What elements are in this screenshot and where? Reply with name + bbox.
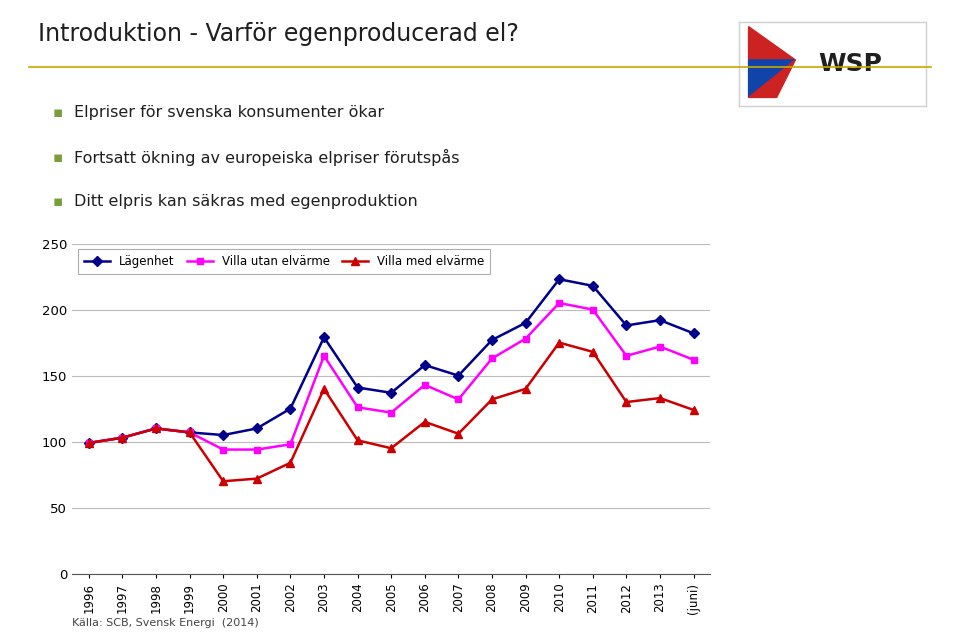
Text: Fortsatt ökning av europeiska elpriser förutspås: Fortsatt ökning av europeiska elpriser f… — [74, 149, 460, 165]
Text: WSP: WSP — [818, 52, 881, 76]
Villa med elvärme — [486, 395, 497, 403]
Line: Lägenhet: Lägenhet — [85, 276, 697, 446]
Lägenhet — [318, 333, 329, 341]
Villa utan elvärme — [318, 352, 329, 360]
Villa utan elvärme — [150, 424, 161, 432]
Lägenhet — [620, 322, 632, 329]
Villa utan elvärme — [385, 409, 397, 417]
Text: Källa: SCB, Svensk Energi  (2014): Källa: SCB, Svensk Energi (2014) — [72, 618, 259, 628]
Lägenhet — [150, 424, 161, 432]
Villa med elvärme — [620, 398, 632, 406]
Line: Villa med elvärme: Villa med elvärme — [84, 338, 698, 485]
Villa med elvärme — [419, 418, 430, 426]
Villa med elvärme — [251, 475, 262, 483]
Villa utan elvärme — [284, 440, 296, 448]
Villa med elvärme — [217, 478, 228, 485]
Villa med elvärme — [150, 424, 161, 432]
Villa utan elvärme — [251, 445, 262, 453]
Polygon shape — [749, 60, 795, 97]
Villa med elvärme — [83, 439, 94, 447]
Lägenhet — [251, 424, 262, 432]
Polygon shape — [749, 60, 795, 97]
Legend: Lägenhet, Villa utan elvärme, Villa med elvärme: Lägenhet, Villa utan elvärme, Villa med … — [78, 249, 491, 274]
Line: Villa utan elvärme: Villa utan elvärme — [85, 299, 697, 453]
Villa med elvärme — [385, 444, 397, 452]
Text: ▪: ▪ — [53, 149, 63, 165]
Lägenhet — [183, 429, 195, 437]
Lägenhet — [519, 319, 531, 327]
Text: ▪: ▪ — [53, 194, 63, 210]
Villa med elvärme — [284, 459, 296, 467]
Lägenhet — [553, 276, 564, 283]
Villa utan elvärme — [351, 403, 363, 411]
Villa utan elvärme — [654, 343, 665, 351]
Lägenhet — [83, 439, 94, 447]
Villa med elvärme — [587, 348, 598, 356]
Lägenhet — [654, 316, 665, 324]
Text: Elpriser för svenska konsumenter ökar: Elpriser för svenska konsumenter ökar — [74, 104, 384, 120]
Text: ▪: ▪ — [53, 104, 63, 120]
Villa med elvärme — [452, 430, 464, 438]
Villa med elvärme — [318, 385, 329, 393]
Villa utan elvärme — [519, 335, 531, 342]
Lägenhet — [687, 329, 699, 337]
Villa utan elvärme — [486, 354, 497, 362]
Villa med elvärme — [654, 394, 665, 402]
Lägenhet — [284, 405, 296, 413]
Villa utan elvärme — [553, 299, 564, 307]
Lägenhet — [217, 431, 228, 439]
Villa utan elvärme — [620, 352, 632, 360]
Villa med elvärme — [183, 429, 195, 437]
Text: Ditt elpris kan säkras med egenproduktion: Ditt elpris kan säkras med egenproduktio… — [74, 194, 418, 210]
Villa utan elvärme — [452, 395, 464, 403]
Villa med elvärme — [687, 406, 699, 414]
Villa utan elvärme — [83, 439, 94, 447]
Villa med elvärme — [553, 338, 564, 346]
Lägenhet — [587, 282, 598, 290]
Villa utan elvärme — [183, 429, 195, 437]
Villa med elvärme — [351, 437, 363, 444]
Lägenhet — [117, 434, 129, 442]
Villa utan elvärme — [117, 434, 129, 442]
Polygon shape — [749, 27, 795, 60]
Villa utan elvärme — [217, 445, 228, 453]
Lägenhet — [419, 362, 430, 369]
Villa med elvärme — [519, 385, 531, 393]
Lägenhet — [486, 336, 497, 344]
Villa utan elvärme — [419, 381, 430, 388]
Lägenhet — [385, 389, 397, 397]
Villa utan elvärme — [587, 306, 598, 313]
Lägenhet — [452, 372, 464, 379]
Villa med elvärme — [117, 434, 129, 442]
Villa utan elvärme — [687, 356, 699, 363]
Lägenhet — [351, 384, 363, 392]
Text: Introduktion - Varför egenproducerad el?: Introduktion - Varför egenproducerad el? — [38, 22, 519, 46]
